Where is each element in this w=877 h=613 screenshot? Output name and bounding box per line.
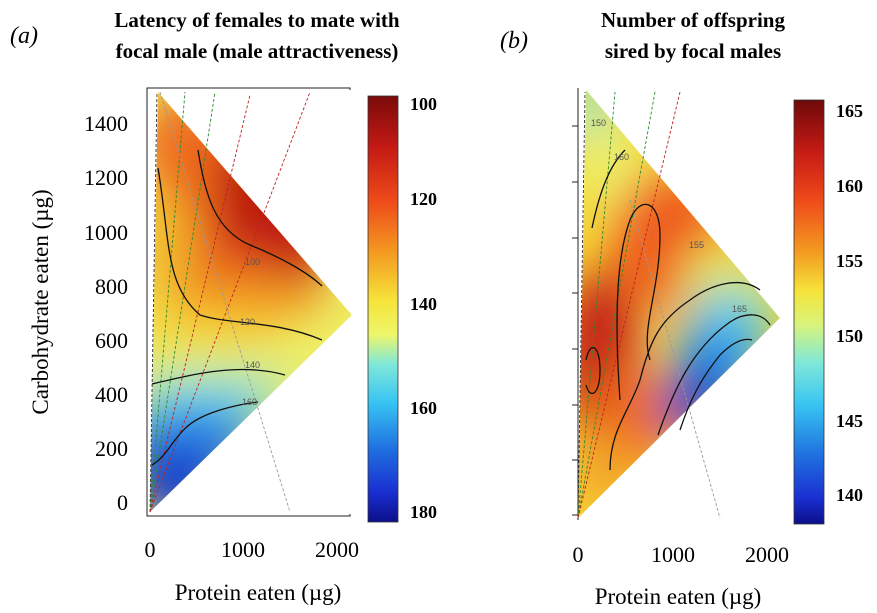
panel-b-contour-label-165: 165 (732, 304, 747, 314)
panel-b-nutrient-rails (577, 91, 721, 519)
panel-b-contour-165 (585, 347, 601, 395)
panel-b-contour-155-b (657, 314, 771, 436)
panel-a-contours (151, 149, 323, 466)
panel-a-ytick-label-400: 400 (95, 382, 128, 407)
panel-a-contour-label-100: 100 (245, 257, 260, 267)
panel-a-contour-160 (151, 401, 259, 466)
panel-a-colorbar-ticks: 100 120 140 160 180 (410, 94, 437, 522)
panel-a-x-axis: 0 1000 2000 (145, 537, 360, 562)
panel-a-contour-label-160: 160 (242, 397, 257, 407)
panel-b-x-axis-label: Protein eaten (µg) (595, 584, 762, 609)
panel-b-contour-150-b (679, 338, 753, 431)
panel-a-ytick-label-1000: 1000 (84, 220, 128, 245)
panel-b-contour-155 (609, 282, 761, 471)
panel-b-cbtick-155: 155 (836, 251, 863, 271)
panel-a-x-axis-label: Protein eaten (µg) (175, 580, 342, 605)
panel-a-cbtick-180: 180 (410, 502, 437, 522)
panel-b-contour-label-150: 150 (591, 118, 606, 128)
panel-b-cbtick-150: 150 (836, 326, 863, 346)
panel-b-y-axis (572, 88, 579, 520)
panel-b-title-line-1: Number of offspring (601, 8, 785, 32)
panel-b-title-line-2: sired by focal males (605, 39, 781, 63)
panel-b-contour-160 (616, 203, 661, 401)
panel-b-contours (585, 149, 771, 471)
panel-a-y-axis: 1400 1200 1000 800 600 400 200 0 (84, 111, 128, 515)
panel-a-colorbar (367, 95, 399, 523)
panel-a-ytick-label-600: 600 (95, 328, 128, 353)
panel-a-ytick-label-1200: 1200 (84, 165, 128, 190)
panel-b-contour-label-155: 155 (689, 240, 704, 250)
panel-a-contour-120 (157, 167, 323, 341)
panel-a-cbtick-140: 140 (410, 294, 437, 314)
panel-b-tag: (b) (500, 28, 528, 54)
panel-a-nutrient-rails (149, 91, 311, 513)
panel-a-cbtick-160: 160 (410, 398, 437, 418)
panel-a-ytick-label-0: 0 (117, 490, 128, 515)
panel-b-xtick-label-2000: 2000 (745, 542, 789, 567)
panel-b-cbtick-145: 145 (836, 411, 863, 431)
panel-a-title-line-1: Latency of females to mate with (114, 8, 399, 32)
panel-b-colorbar-ticks: 165 160 155 150 145 140 (836, 101, 863, 505)
panel-a-ytick-label-800: 800 (95, 274, 128, 299)
panel-a-ytick-label-200: 200 (95, 436, 128, 461)
panel-a-xtick-label-2000: 2000 (315, 537, 359, 562)
panel-b-xtick-label-0: 0 (573, 542, 584, 567)
panel-b-cbtick-165: 165 (836, 101, 863, 121)
panel-b: (b) Number of offspring sired by focal m… (500, 8, 863, 609)
panel-b-xtick-label-1000: 1000 (651, 542, 695, 567)
panel-b-contour-label-160: 160 (614, 152, 629, 162)
panel-b-cbtick-140: 140 (836, 485, 863, 505)
panel-a-xtick-label-1000: 1000 (221, 537, 265, 562)
panel-a-contour-100 (197, 149, 323, 287)
panel-b-contour-150 (591, 149, 626, 229)
panel-a-contour-140 (151, 368, 286, 385)
panel-a: (a) Latency of females to mate with foca… (10, 8, 437, 605)
panel-a-tag: (a) (10, 23, 38, 49)
panel-a-cbtick-100: 100 (410, 94, 437, 114)
panel-a-title-line-2: focal male (male attractiveness) (116, 39, 399, 63)
panel-a-cbtick-120: 120 (410, 189, 437, 209)
panel-a-ytick-label-1400: 1400 (84, 111, 128, 136)
panel-a-contour-label-140: 140 (245, 360, 260, 370)
panel-a-contour-label-120: 120 (240, 317, 255, 327)
panel-b-colorbar (793, 99, 825, 525)
panel-a-xtick-label-0: 0 (145, 537, 156, 562)
panel-b-x-axis: 0 1000 2000 (573, 542, 790, 567)
panel-a-y-axis-label: Carbohydrate eaten (µg) (28, 189, 53, 414)
panel-b-cbtick-160: 160 (836, 176, 863, 196)
